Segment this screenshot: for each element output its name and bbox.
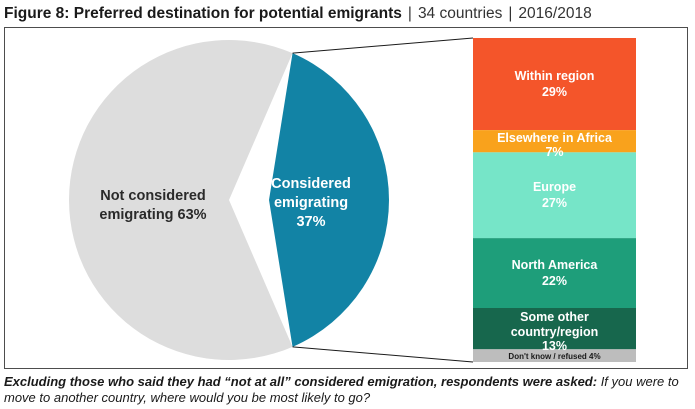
bar-label-within-region: Within region — [515, 69, 595, 83]
footnote-lead: Excluding those who said they had “not a… — [4, 374, 598, 389]
pie-label-considered-line1: Considered — [271, 176, 351, 192]
header-separator-2: | — [508, 5, 513, 22]
bar-value-europe: 27% — [542, 196, 567, 210]
bar-value-some-other: 13% — [542, 339, 567, 353]
bar-label-some-other-line2: country/region — [511, 325, 599, 339]
chart-footnote: Excluding those who said they had “not a… — [4, 374, 692, 406]
bar-label-north-america: North America — [512, 258, 599, 272]
bar-label-some-other-line1: Some other — [520, 310, 589, 324]
bar-label-elsewhere-in-africa: Elsewhere in Africa — [497, 131, 613, 145]
bar-value-north-america: 22% — [542, 274, 567, 288]
header-scope: 34 countries — [417, 5, 503, 22]
chart-frame: Not considered emigrating 63% Considered em… — [4, 27, 688, 369]
figure-title: Figure 8: Preferred destination for pote… — [4, 5, 402, 22]
bar-segment-elsewhere-in-africa — [473, 130, 636, 153]
bar-value-within-region: 29% — [542, 85, 567, 99]
pie-label-considered-line3: 37% — [296, 214, 325, 230]
chart-canvas: Not considered emigrating 63% Considered em… — [69, 37, 636, 363]
pie-label-not-considered-line2: emigrating 63% — [99, 207, 206, 223]
connector-line-top — [292, 37, 474, 54]
connector-line-bottom — [292, 346, 474, 363]
pie-slice-considered — [269, 53, 389, 347]
bar-label-dont-know: Don't know / refused 4% — [508, 352, 600, 361]
bar-segment-some-other-country-region — [473, 308, 636, 350]
footnote-question: If you were to move to another country, … — [4, 374, 679, 405]
header-separator-1: | — [407, 5, 412, 22]
bar-segment-within-region — [473, 38, 636, 131]
bar-segment-don-t-know-refused — [473, 349, 636, 362]
bar-label-europe: Europe — [533, 180, 576, 194]
bar-segment-europe — [473, 152, 636, 239]
bar-segment-north-america — [473, 238, 636, 308]
pie-label-not-considered-line1: Not considered — [100, 188, 206, 204]
bar-value-elsewhere-in-africa: 7% — [545, 145, 563, 159]
pie-slice-not-considered — [69, 39, 293, 360]
pie-label-considered-line2: emigrating — [274, 195, 348, 211]
header-period: 2016/2018 — [518, 5, 592, 22]
figure-header: Figure 8: Preferred destination for pote… — [4, 2, 692, 26]
